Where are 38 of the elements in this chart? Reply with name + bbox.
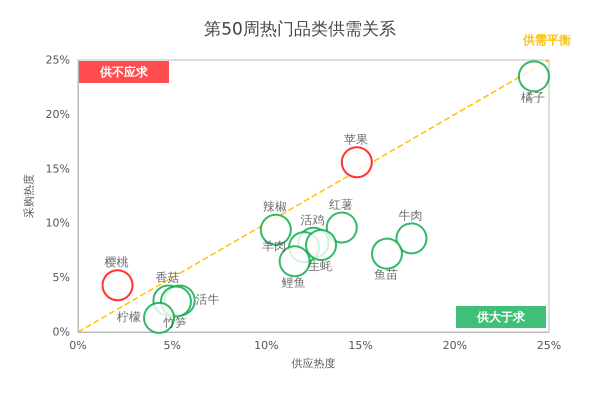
- point: [102, 269, 134, 302]
- y-tick-label: 5%: [52, 271, 70, 284]
- y-tick-label: 10%: [46, 216, 70, 230]
- series-label: 活鸡: [300, 212, 324, 227]
- series-label: 鲤鱼: [282, 275, 306, 290]
- series-label: 柠檬: [117, 310, 142, 324]
- x-tick-label: 25%: [536, 339, 562, 352]
- series-label: 橘子: [520, 90, 545, 104]
- series-label: 辣椒: [262, 200, 287, 214]
- x-tick-label: 20%: [442, 339, 468, 352]
- series-label: 樱桃: [104, 255, 129, 270]
- point: [326, 212, 358, 244]
- point: [518, 60, 550, 92]
- point: [396, 222, 428, 254]
- x-tick-label: 10%: [254, 339, 279, 352]
- point: [371, 238, 403, 270]
- y-tick-label: 0%: [52, 326, 70, 338]
- y-axis-title: 采购热度: [22, 174, 36, 218]
- annotation: 供不应求: [100, 64, 148, 80]
- x-axis-title: 供应热度: [292, 357, 336, 370]
- series-label: 供需平衡: [522, 33, 571, 47]
- y-tick-label: 20%: [46, 108, 70, 121]
- chart-title: 第50周热门品类供需关系: [204, 20, 396, 40]
- y-tick-label: 15%: [46, 162, 70, 176]
- series-label: 苹果: [344, 132, 368, 146]
- x-tick-label: 5%: [163, 339, 181, 352]
- series-label: 活牛: [196, 292, 220, 306]
- y-tick-label: 25%: [46, 54, 70, 66]
- annotation: 供大于求: [477, 308, 525, 326]
- series-label: 鱼苗: [374, 268, 398, 282]
- tag-box: 供大于求: [456, 306, 546, 328]
- point: [340, 146, 373, 178]
- series-label: 红薯: [328, 198, 353, 212]
- x-tick-label: 15%: [348, 339, 373, 352]
- point: [305, 228, 338, 261]
- x-tick-label: 0%: [69, 339, 87, 352]
- series-label: 牛肉: [398, 208, 422, 222]
- tag-box: 供不应求: [79, 61, 169, 83]
